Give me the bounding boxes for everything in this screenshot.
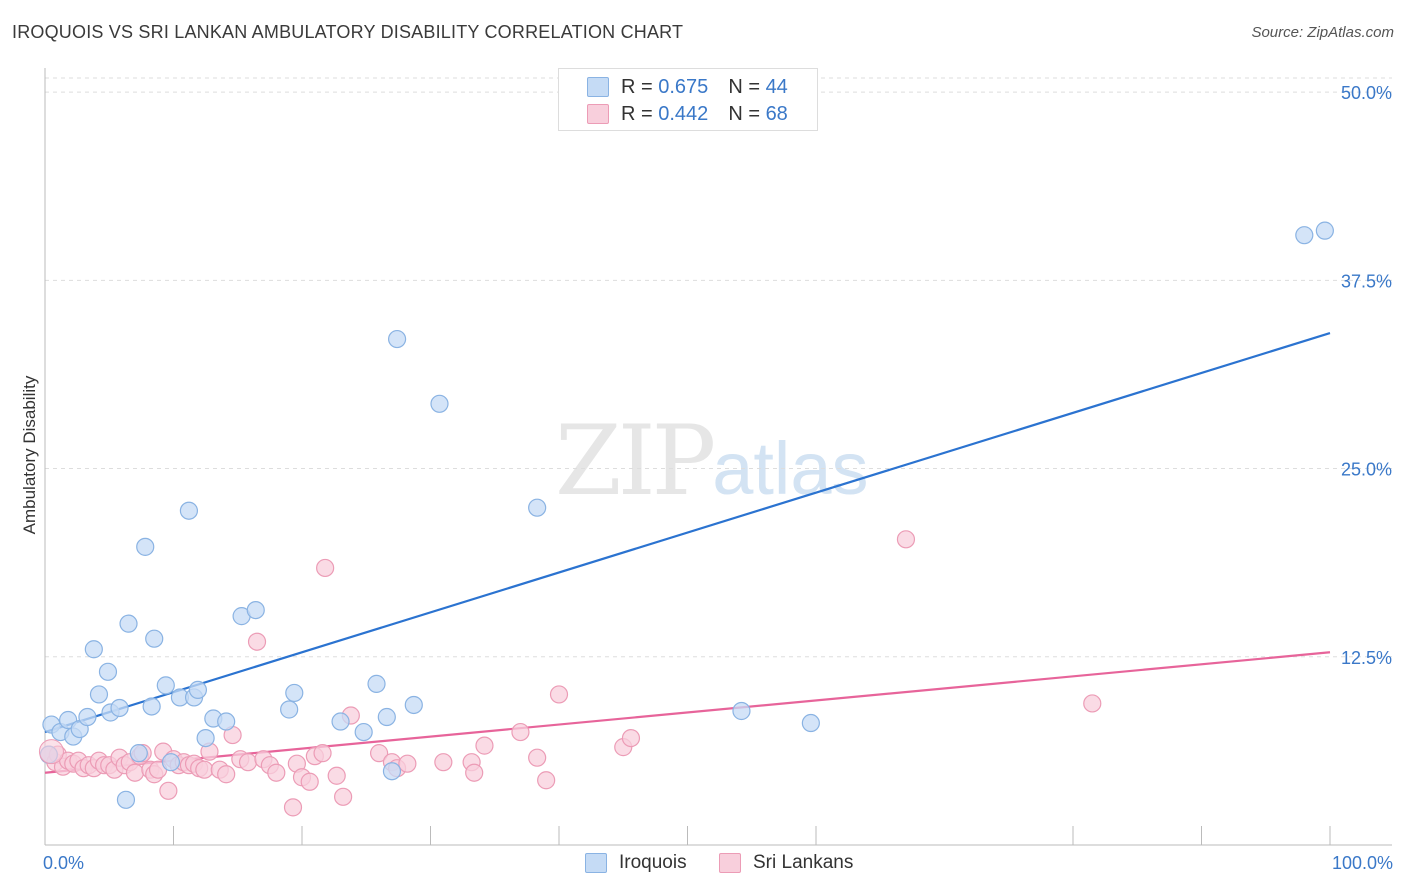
iroquois-point	[354, 722, 373, 742]
watermark-zip: ZIP	[555, 405, 716, 517]
sri-lankan-point	[434, 753, 453, 772]
correlation-legend: R = 0.675 N = 44 R = 0.442 N = 68	[558, 68, 818, 131]
iroquois-point	[84, 640, 103, 659]
watermark: ZIPatlas	[555, 405, 869, 517]
iroquois-point	[116, 790, 136, 809]
iroquois-point	[89, 685, 109, 704]
iroquois-point	[280, 700, 299, 719]
iroquois-point	[367, 674, 386, 693]
grid-layer	[45, 77, 1392, 658]
iroquois-point	[196, 728, 215, 748]
chart-title: IROQUOIS VS SRI LANKAN AMBULATORY DISABI…	[12, 22, 684, 42]
legend-r-value: 0.675	[658, 75, 709, 98]
iroquois-point	[430, 394, 449, 413]
series-name-iroquois: Iroquois	[619, 852, 687, 873]
sri-lankan-point	[300, 772, 319, 791]
iroquois-point	[732, 701, 751, 721]
legend-row-sri-lankans: R = 0.442 N = 68	[587, 102, 788, 126]
y-tick-label: 25.0%	[1341, 460, 1392, 480]
sri-lankan-point	[334, 787, 353, 806]
iroquois-point	[179, 501, 199, 520]
sri-lankan-point	[549, 685, 569, 704]
iroquois-point	[217, 712, 236, 731]
series-name-sri-lankans: Sri Lankans	[753, 852, 854, 873]
sri-lankan-point	[159, 781, 178, 800]
y-axis-label: Ambulatory Disability	[20, 375, 39, 534]
y-tick-label: 50.0%	[1341, 83, 1392, 103]
legend-swatch-blue	[587, 77, 609, 97]
x-tick-label-min: 0.0%	[43, 853, 84, 873]
legend-r-value: 0.442	[658, 102, 709, 125]
sri-lankan-point	[283, 798, 303, 817]
iroquois-regression-line	[44, 331, 1331, 734]
iroquois-point	[142, 697, 161, 716]
series-legend-sri-lankans: Sri Lankans	[719, 852, 853, 874]
sri-lankan-point	[217, 765, 236, 784]
sri-lankan-point-cluster	[38, 739, 64, 765]
iroquois-point	[161, 753, 181, 772]
sri-lankan-point	[465, 763, 484, 782]
sri-lankan-point	[195, 760, 214, 779]
sri-lankan-point	[1083, 694, 1102, 713]
iroquois-point	[801, 713, 820, 733]
iroquois-point	[528, 498, 547, 517]
sri-lankan-point	[896, 530, 916, 549]
iroquois-point	[129, 744, 148, 763]
iroquois-point	[404, 695, 423, 715]
points-layer	[38, 221, 1334, 817]
axis-layer	[44, 68, 1392, 846]
legend-swatch-blue	[585, 853, 607, 873]
iroquois-point	[110, 698, 129, 718]
legend-n-label: N =	[728, 102, 760, 125]
iroquois-point	[1315, 221, 1334, 240]
sri-lankan-point	[267, 763, 286, 782]
y-tick-label: 12.5%	[1341, 648, 1392, 668]
sri-lankan-point	[621, 728, 641, 748]
legend-swatch-pink	[587, 104, 609, 124]
legend-n-label: N =	[728, 75, 760, 98]
sri-lankan-point	[247, 632, 267, 651]
iroquois-point	[145, 629, 164, 648]
iroquois-point	[119, 614, 138, 633]
sri-lankan-point	[398, 754, 417, 773]
iroquois-point	[387, 329, 407, 349]
sri-lankan-point	[537, 771, 556, 790]
sri-lankan-point	[370, 744, 389, 763]
legend-n-value: 68	[765, 102, 788, 125]
sri-lankan-point	[511, 722, 530, 742]
iroquois-point	[1295, 226, 1314, 245]
sri-lankan-point	[327, 766, 346, 785]
sri-lankan-point	[238, 753, 258, 772]
sri-lankan-point	[125, 763, 145, 782]
legend-swatch-pink	[719, 853, 741, 873]
legend-n-value: 44	[765, 75, 788, 98]
y-tick-label: 37.5%	[1341, 271, 1392, 291]
iroquois-point	[156, 676, 175, 695]
legend-row-iroquois: R = 0.675 N = 44	[587, 75, 788, 99]
regression-layer	[44, 331, 1331, 774]
iroquois-point	[246, 600, 265, 620]
iroquois-point	[78, 707, 97, 727]
series-legend-iroquois: Iroquois	[585, 852, 687, 874]
chart-source: Source: ZipAtlas.com	[1251, 24, 1394, 41]
tick-label-layer: 12.5% 25.0% 37.5% 50.0% 0.0% 100.0% Ambulatory…	[20, 83, 1393, 873]
iroquois-point	[136, 537, 155, 556]
legend-r-label: R =	[621, 102, 653, 125]
iroquois-point	[331, 712, 350, 731]
iroquois-point	[377, 707, 396, 727]
iroquois-point	[188, 680, 208, 700]
sri-lankan-point	[316, 558, 335, 578]
sri-lankan-point	[475, 736, 494, 755]
iroquois-point	[382, 762, 402, 781]
x-tick-label-max: 100.0%	[1332, 853, 1393, 873]
legend-r-label: R =	[621, 75, 653, 98]
iroquois-point	[98, 662, 118, 681]
sri-lankan-point	[528, 748, 547, 767]
iroquois-point	[285, 683, 304, 703]
sri-lankan-point	[313, 744, 332, 763]
